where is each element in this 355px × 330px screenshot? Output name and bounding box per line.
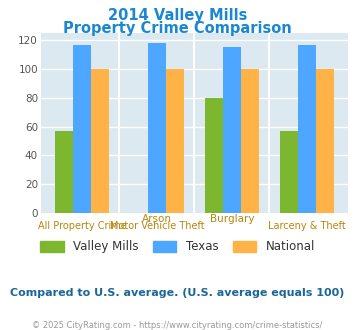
Bar — [148, 43, 166, 213]
Text: Motor Vehicle Theft: Motor Vehicle Theft — [110, 221, 204, 231]
Bar — [316, 69, 334, 213]
Text: Compared to U.S. average. (U.S. average equals 100): Compared to U.S. average. (U.S. average … — [10, 288, 345, 298]
Bar — [91, 69, 109, 213]
Bar — [166, 69, 184, 213]
Text: Larceny & Theft: Larceny & Theft — [268, 221, 345, 231]
Bar — [223, 48, 241, 213]
Text: Property Crime Comparison: Property Crime Comparison — [63, 21, 292, 36]
Bar — [241, 69, 259, 213]
Bar — [280, 131, 298, 213]
Bar — [55, 131, 73, 213]
Text: Burglary: Burglary — [209, 214, 254, 224]
Text: All Property Crime: All Property Crime — [38, 221, 126, 231]
Bar — [73, 45, 91, 213]
Text: © 2025 CityRating.com - https://www.cityrating.com/crime-statistics/: © 2025 CityRating.com - https://www.city… — [32, 321, 323, 330]
Bar — [298, 45, 316, 213]
Text: 2014 Valley Mills: 2014 Valley Mills — [108, 8, 247, 23]
Bar — [205, 98, 223, 213]
Text: Arson: Arson — [142, 214, 172, 224]
Legend: Valley Mills, Texas, National: Valley Mills, Texas, National — [35, 236, 320, 258]
